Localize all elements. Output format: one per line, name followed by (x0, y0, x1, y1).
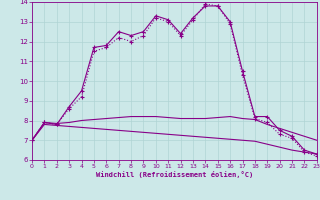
X-axis label: Windchill (Refroidissement éolien,°C): Windchill (Refroidissement éolien,°C) (96, 171, 253, 178)
